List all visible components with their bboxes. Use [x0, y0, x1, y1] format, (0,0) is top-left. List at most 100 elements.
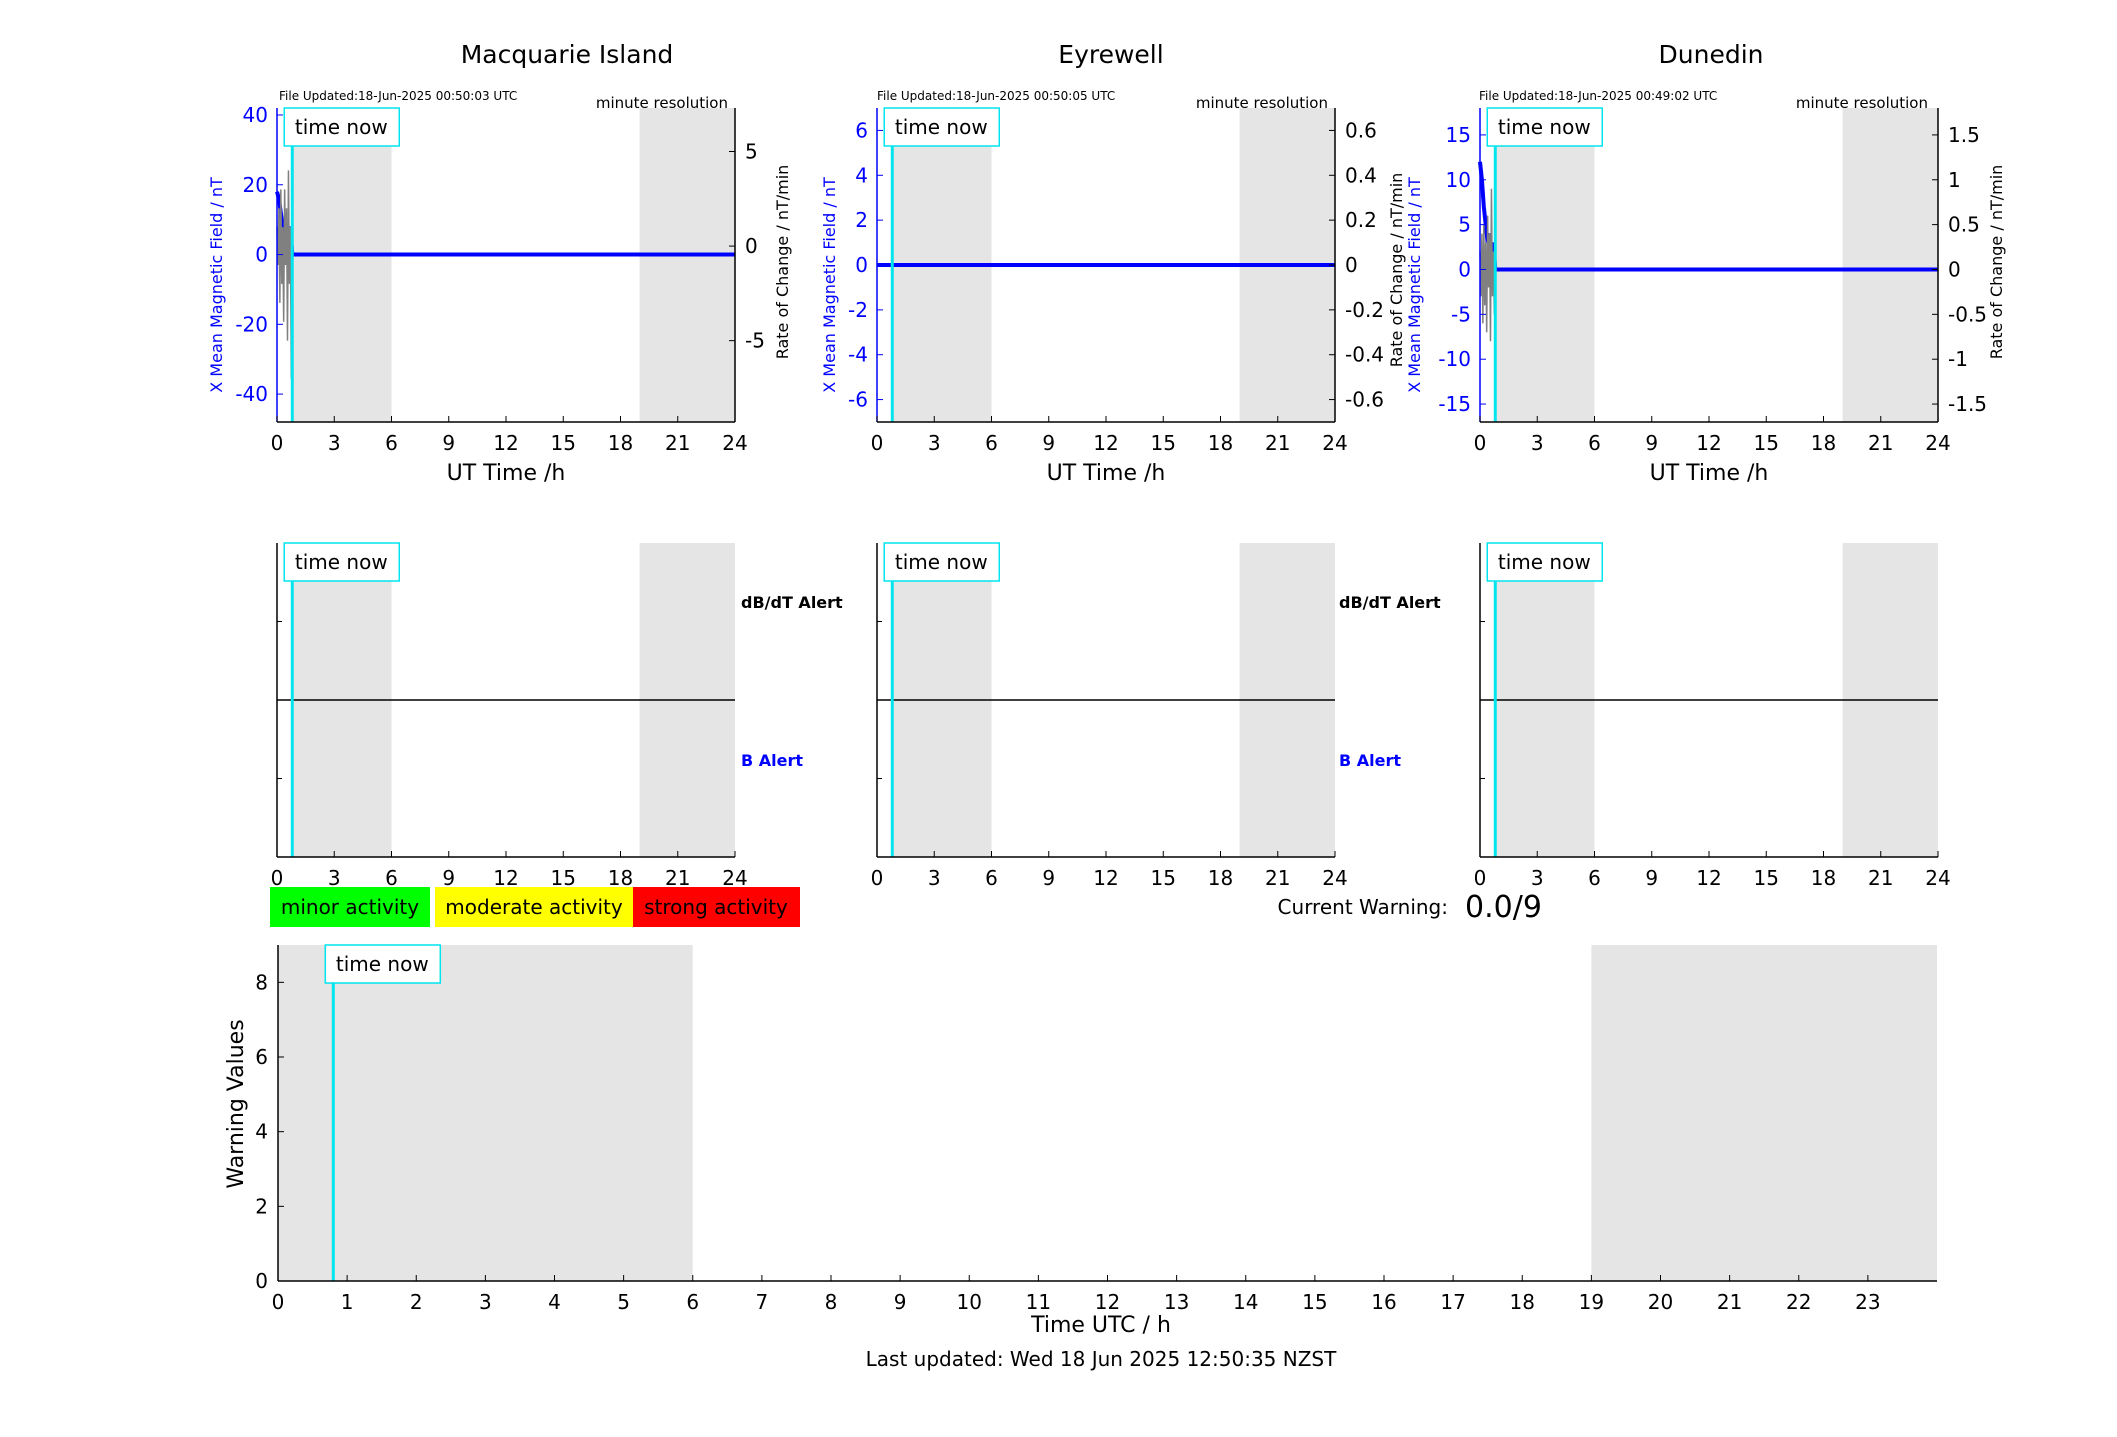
- x-tick-label: 6: [985, 866, 998, 890]
- right-y-tick-label: -0.2: [1345, 298, 1384, 322]
- left-y-tick-label: -6: [848, 388, 868, 412]
- right-y-tick-label: -0.6: [1345, 388, 1384, 412]
- left-y-tick-label: 20: [243, 173, 268, 197]
- right-y-tick-label: 0.4: [1345, 163, 1377, 187]
- x-tick-label: 18: [1208, 866, 1233, 890]
- x-tick-label: 15: [1754, 431, 1779, 455]
- night-shade-band: [278, 945, 693, 1281]
- left-y-tick-label: 5: [1458, 213, 1471, 237]
- x-tick-label: 15: [1754, 866, 1779, 890]
- x-tick-label: 12: [1696, 866, 1721, 890]
- right-y-axis-label: Rate of Change / nT/min: [773, 165, 792, 360]
- x-tick-label: 12: [1093, 431, 1118, 455]
- dbdt-alert-label: dB/dT Alert: [741, 593, 843, 612]
- x-tick-label: 18: [1811, 431, 1836, 455]
- warning-x-axis-label: Time UTC / h: [1030, 1313, 1171, 1338]
- x-tick-label: 21: [665, 866, 690, 890]
- x-tick-label: 15: [551, 866, 576, 890]
- x-tick-label: 3: [1531, 431, 1544, 455]
- night-shade-band: [639, 108, 735, 422]
- x-tick-label: 3: [928, 866, 941, 890]
- alert-chart-macquarie: dB/dT Alert B Alert time now 0 3 6 9 12 15 18 21…: [271, 542, 843, 890]
- right-y-axis-label: Rate of Change / nT/min: [1987, 165, 2006, 360]
- warning-y-tick-label: 4: [255, 1120, 268, 1144]
- warning-x-tick-label: 11: [1026, 1290, 1051, 1314]
- x-tick-label: 18: [608, 866, 633, 890]
- night-shade-band: [1495, 108, 1595, 422]
- overlap-rate-label: Rate of Change / nT/min: [1387, 173, 1406, 368]
- left-y-axis-label: X Mean Magnetic Field / nT: [207, 177, 226, 393]
- x-tick-label: 0: [271, 866, 284, 890]
- dbdt-alert-label: dB/dT Alert: [1339, 593, 1441, 612]
- right-y-tick-label: 5: [745, 140, 758, 164]
- x-tick-label: 9: [1645, 866, 1658, 890]
- warning-x-tick-label: 21: [1717, 1290, 1742, 1314]
- time-now-label: time now: [895, 550, 988, 574]
- x-tick-label: 3: [328, 866, 341, 890]
- warning-x-tick-label: 7: [756, 1290, 769, 1314]
- warning-x-tick-label: 10: [957, 1290, 982, 1314]
- x-tick-label: 6: [385, 866, 398, 890]
- warning-x-tick-label: 1: [341, 1290, 354, 1314]
- right-y-tick-label: -1: [1948, 347, 1968, 371]
- warning-x-tick-label: 22: [1786, 1290, 1811, 1314]
- x-tick-label: 18: [1811, 866, 1836, 890]
- x-tick-label: 24: [722, 431, 747, 455]
- x-tick-label: 9: [442, 431, 455, 455]
- current-warning-value: 0.0/9: [1465, 890, 1542, 925]
- right-y-tick-label: -0.4: [1345, 343, 1384, 367]
- warning-x-tick-label: 3: [479, 1290, 492, 1314]
- alert-chart-dunedin: time now 0 3 6 9 12 15 18 21 24: [1474, 542, 1951, 890]
- right-y-tick-label: 0: [745, 234, 758, 258]
- time-now-box: [1486, 542, 1604, 582]
- current-warning-label: Current Warning:: [1278, 895, 1448, 919]
- x-tick-label: 9: [1645, 431, 1658, 455]
- strong-activity-label: strong activity: [644, 895, 788, 919]
- warning-x-tick-label: 13: [1164, 1290, 1189, 1314]
- left-y-tick-label: -20: [235, 312, 268, 336]
- moderate-activity-swatch: [435, 887, 633, 927]
- time-now-box: [883, 542, 1001, 582]
- x-tick-label: 24: [722, 866, 747, 890]
- time-now-label: time now: [336, 952, 429, 976]
- x-tick-label: 15: [1151, 431, 1176, 455]
- rate-of-change-line: [276, 170, 294, 379]
- warning-y-tick-label: 2: [255, 1194, 268, 1218]
- left-y-tick-label: 0: [255, 243, 268, 267]
- x-tick-label: 24: [1322, 866, 1347, 890]
- right-y-tick-label: 0: [1948, 257, 1961, 281]
- left-y-tick-label: -4: [848, 343, 868, 367]
- x-axis-label: UT Time /h: [1047, 461, 1166, 486]
- station-title: Dunedin: [1659, 40, 1764, 69]
- magnetic-field-plot: time now 6 4 2 0 -2 -4 -6 0.6 0.4 0.2 0 -0.2 -0.4 -0.6…: [848, 107, 1384, 486]
- left-y-tick-label: -2: [848, 298, 868, 322]
- time-now-label: time now: [295, 115, 388, 139]
- x-tick-label: 21: [1868, 431, 1893, 455]
- last-updated-text: Last updated: Wed 18 Jun 2025 12:50:35 N…: [866, 1347, 1337, 1371]
- b-alert-label: B Alert: [1339, 751, 1401, 770]
- left-y-axis-label: X Mean Magnetic Field / nT: [820, 177, 839, 393]
- right-y-tick-label: 1.5: [1948, 123, 1980, 147]
- left-y-axis-label: X Mean Magnetic Field / nT: [1405, 177, 1424, 393]
- magnetic-field-plot: time now 40 20 0 -20 -40 5 0 -5 0 3 6 9 12 15 18 21 24 UT …: [235, 103, 765, 486]
- left-y-tick-label: 0: [855, 253, 868, 277]
- warning-x-tick-label: 19: [1579, 1290, 1604, 1314]
- time-now-box: [283, 107, 401, 147]
- x-tick-label: 24: [1925, 866, 1950, 890]
- x-tick-label: 0: [271, 431, 284, 455]
- right-y-tick-label: 0: [1345, 253, 1358, 277]
- x-tick-label: 3: [328, 431, 341, 455]
- x-tick-label: 21: [1868, 866, 1893, 890]
- time-now-label: time now: [1498, 115, 1591, 139]
- left-y-tick-label: -15: [1438, 392, 1471, 416]
- warning-x-tick-label: 2: [410, 1290, 423, 1314]
- x-tick-label: 24: [1322, 431, 1347, 455]
- resolution-label: minute resolution: [596, 94, 728, 112]
- x-tick-label: 6: [1588, 866, 1601, 890]
- x-tick-label: 0: [871, 431, 884, 455]
- strong-activity-swatch: [633, 887, 800, 927]
- warning-x-tick-label: 8: [825, 1290, 838, 1314]
- x-tick-label: 6: [1588, 431, 1601, 455]
- night-shade-band: [1842, 108, 1938, 422]
- warning-x-tick-label: 4: [548, 1290, 561, 1314]
